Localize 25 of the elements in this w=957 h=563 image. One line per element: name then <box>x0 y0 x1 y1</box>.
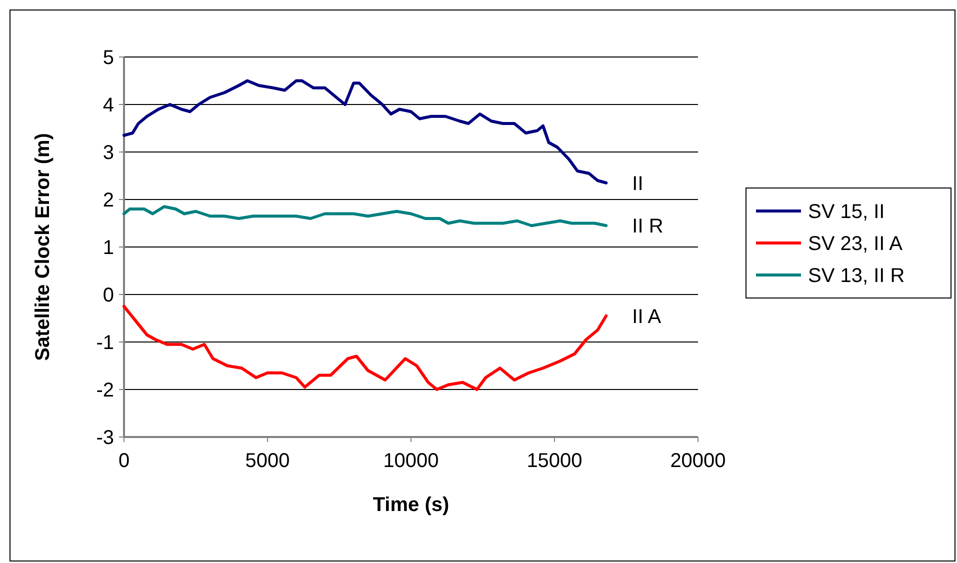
y-tick-label: 3 <box>102 142 114 164</box>
y-tick-label: 0 <box>102 284 114 306</box>
y-tick-label: 1 <box>102 237 114 259</box>
x-tick-label: 10000 <box>383 450 439 472</box>
annotation: II R <box>632 216 664 238</box>
y-tick-label: -2 <box>96 380 114 402</box>
line-series <box>122 304 608 391</box>
x-axis-title: Time (s) <box>372 494 450 516</box>
annotation: II A <box>632 306 662 328</box>
x-tick-label: 20000 <box>670 450 726 472</box>
y-tick-label: -3 <box>96 427 114 449</box>
x-tick-label: 5000 <box>245 450 290 472</box>
x-tick-label: 15000 <box>526 450 582 472</box>
line-series <box>122 79 608 184</box>
y-axis-title: Satellite Clock Error (m) <box>32 133 54 361</box>
y-tick-label: 5 <box>102 47 114 69</box>
y-tick-label: 2 <box>102 190 114 212</box>
y-tick-label: 4 <box>102 94 114 116</box>
x-tick-label: 0 <box>118 450 130 472</box>
legend-label: SV 23, II A <box>808 233 904 255</box>
legend-label: SV 13, II R <box>808 265 905 287</box>
line-series <box>122 205 608 228</box>
y-tick-label: -1 <box>96 332 114 354</box>
legend-label: SV 15, II <box>808 201 885 223</box>
annotation: II <box>632 172 644 195</box>
